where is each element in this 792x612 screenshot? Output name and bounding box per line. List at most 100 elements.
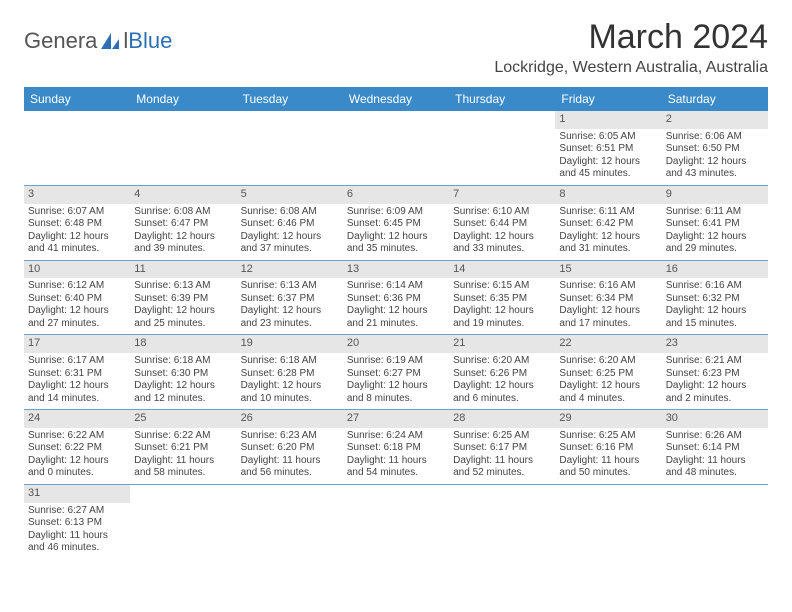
day2-text: and 31 minutes. — [559, 243, 657, 256]
calendar-cell: 16Sunrise: 6:16 AMSunset: 6:32 PMDayligh… — [662, 260, 768, 335]
calendar-cell: 6 Sunrise: 6:09 AMSunset: 6:45 PMDaylight… — [343, 185, 449, 260]
day2-text: and 33 minutes. — [453, 243, 551, 256]
calendar-cell: 22Sunrise: 6:20 AMSunset: 6:25 PMDayligh… — [555, 335, 661, 410]
sunset-text: Sunset: 6:31 PM — [28, 368, 126, 381]
calendar-cell — [343, 484, 449, 558]
day-number: 3 — [24, 186, 130, 204]
day-number: 18 — [130, 335, 236, 353]
calendar-cell — [662, 484, 768, 558]
sunset-text: Sunset: 6:27 PM — [347, 368, 445, 381]
day1-text: Daylight: 12 hours — [241, 305, 339, 318]
sunrise-text: Sunrise: 6:09 AM — [347, 206, 445, 219]
weekday-header: Thursday — [449, 87, 555, 111]
calendar-cell — [237, 111, 343, 185]
title-block: March 2024 Lockridge, Western Australia,… — [494, 18, 768, 77]
day2-text: and 0 minutes. — [28, 467, 126, 480]
day2-text: and 15 minutes. — [666, 318, 764, 331]
day2-text: and 6 minutes. — [453, 393, 551, 406]
day-number: 12 — [237, 261, 343, 279]
day1-text: Daylight: 12 hours — [453, 231, 551, 244]
day2-text: and 4 minutes. — [559, 393, 657, 406]
day2-text: and 21 minutes. — [347, 318, 445, 331]
calendar-cell: 21Sunrise: 6:20 AMSunset: 6:26 PMDayligh… — [449, 335, 555, 410]
day2-text: and 27 minutes. — [28, 318, 126, 331]
day-number: 26 — [237, 410, 343, 428]
day2-text: and 43 minutes. — [666, 168, 764, 181]
sunset-text: Sunset: 6:42 PM — [559, 218, 657, 231]
sunrise-text: Sunrise: 6:26 AM — [666, 430, 764, 443]
day2-text: and 2 minutes. — [666, 393, 764, 406]
sunrise-text: Sunrise: 6:19 AM — [347, 355, 445, 368]
calendar-cell: 25Sunrise: 6:22 AMSunset: 6:21 PMDayligh… — [130, 410, 236, 485]
sunset-text: Sunset: 6:30 PM — [134, 368, 232, 381]
weekday-header: Wednesday — [343, 87, 449, 111]
day1-text: Daylight: 12 hours — [666, 380, 764, 393]
day2-text: and 46 minutes. — [28, 542, 126, 555]
day-number: 15 — [555, 261, 661, 279]
day1-text: Daylight: 12 hours — [666, 231, 764, 244]
sunrise-text: Sunrise: 6:18 AM — [241, 355, 339, 368]
sunset-text: Sunset: 6:45 PM — [347, 218, 445, 231]
weekday-header: Tuesday — [237, 87, 343, 111]
day-number: 30 — [662, 410, 768, 428]
day-number: 25 — [130, 410, 236, 428]
day1-text: Daylight: 12 hours — [453, 305, 551, 318]
day2-text: and 10 minutes. — [241, 393, 339, 406]
day1-text: Daylight: 12 hours — [347, 380, 445, 393]
calendar-cell: 30Sunrise: 6:26 AMSunset: 6:14 PMDayligh… — [662, 410, 768, 485]
day-number: 24 — [24, 410, 130, 428]
day-number: 27 — [343, 410, 449, 428]
calendar-cell — [343, 111, 449, 185]
sunset-text: Sunset: 6:41 PM — [666, 218, 764, 231]
calendar-cell: 26Sunrise: 6:23 AMSunset: 6:20 PMDayligh… — [237, 410, 343, 485]
sail-icon — [99, 31, 121, 51]
day-number: 20 — [343, 335, 449, 353]
sunset-text: Sunset: 6:51 PM — [559, 143, 657, 156]
sunrise-text: Sunrise: 6:13 AM — [134, 280, 232, 293]
header: Genera lBlue March 2024 Lockridge, Weste… — [24, 18, 768, 77]
calendar-cell: 8Sunrise: 6:11 AMSunset: 6:42 PMDaylight… — [555, 185, 661, 260]
day2-text: and 8 minutes. — [347, 393, 445, 406]
day2-text: and 54 minutes. — [347, 467, 445, 480]
day-number: 9 — [662, 186, 768, 204]
logo-text-1: Genera — [24, 28, 97, 54]
sunrise-text: Sunrise: 6:12 AM — [28, 280, 126, 293]
calendar-cell: 7Sunrise: 6:10 AMSunset: 6:44 PMDaylight… — [449, 185, 555, 260]
calendar-cell: 27Sunrise: 6:24 AMSunset: 6:18 PMDayligh… — [343, 410, 449, 485]
day2-text: and 17 minutes. — [559, 318, 657, 331]
calendar-row: 1Sunrise: 6:05 AMSunset: 6:51 PMDaylight… — [24, 111, 768, 185]
calendar-cell — [237, 484, 343, 558]
day-number: 6 — [343, 186, 449, 204]
day2-text: and 58 minutes. — [134, 467, 232, 480]
calendar-cell — [24, 111, 130, 185]
calendar-cell: 29Sunrise: 6:25 AMSunset: 6:16 PMDayligh… — [555, 410, 661, 485]
day1-text: Daylight: 12 hours — [666, 305, 764, 318]
calendar-cell: 24Sunrise: 6:22 AMSunset: 6:22 PMDayligh… — [24, 410, 130, 485]
day1-text: Daylight: 12 hours — [559, 156, 657, 169]
sunset-text: Sunset: 6:44 PM — [453, 218, 551, 231]
day1-text: Daylight: 12 hours — [559, 380, 657, 393]
day1-text: Daylight: 12 hours — [28, 380, 126, 393]
day1-text: Daylight: 12 hours — [347, 231, 445, 244]
day-number: 8 — [555, 186, 661, 204]
calendar-cell: 5Sunrise: 6:08 AMSunset: 6:46 PMDaylight… — [237, 185, 343, 260]
sunrise-text: Sunrise: 6:15 AM — [453, 280, 551, 293]
calendar-cell: 2Sunrise: 6:06 AMSunset: 6:50 PMDaylight… — [662, 111, 768, 185]
sunrise-text: Sunrise: 6:08 AM — [134, 206, 232, 219]
calendar-cell: 15Sunrise: 6:16 AMSunset: 6:34 PMDayligh… — [555, 260, 661, 335]
sunrise-text: Sunrise: 6:22 AM — [134, 430, 232, 443]
sunrise-text: Sunrise: 6:23 AM — [241, 430, 339, 443]
day1-text: Daylight: 12 hours — [134, 231, 232, 244]
calendar-cell: 14Sunrise: 6:15 AMSunset: 6:35 PMDayligh… — [449, 260, 555, 335]
day1-text: Daylight: 11 hours — [28, 530, 126, 543]
sunrise-text: Sunrise: 6:22 AM — [28, 430, 126, 443]
sunrise-text: Sunrise: 6:18 AM — [134, 355, 232, 368]
day2-text: and 19 minutes. — [453, 318, 551, 331]
weekday-header: Saturday — [662, 87, 768, 111]
day1-text: Daylight: 12 hours — [134, 305, 232, 318]
calendar-cell: 19Sunrise: 6:18 AMSunset: 6:28 PMDayligh… — [237, 335, 343, 410]
day1-text: Daylight: 12 hours — [453, 380, 551, 393]
sunset-text: Sunset: 6:50 PM — [666, 143, 764, 156]
calendar-table: Sunday Monday Tuesday Wednesday Thursday… — [24, 87, 768, 559]
sunset-text: Sunset: 6:37 PM — [241, 293, 339, 306]
